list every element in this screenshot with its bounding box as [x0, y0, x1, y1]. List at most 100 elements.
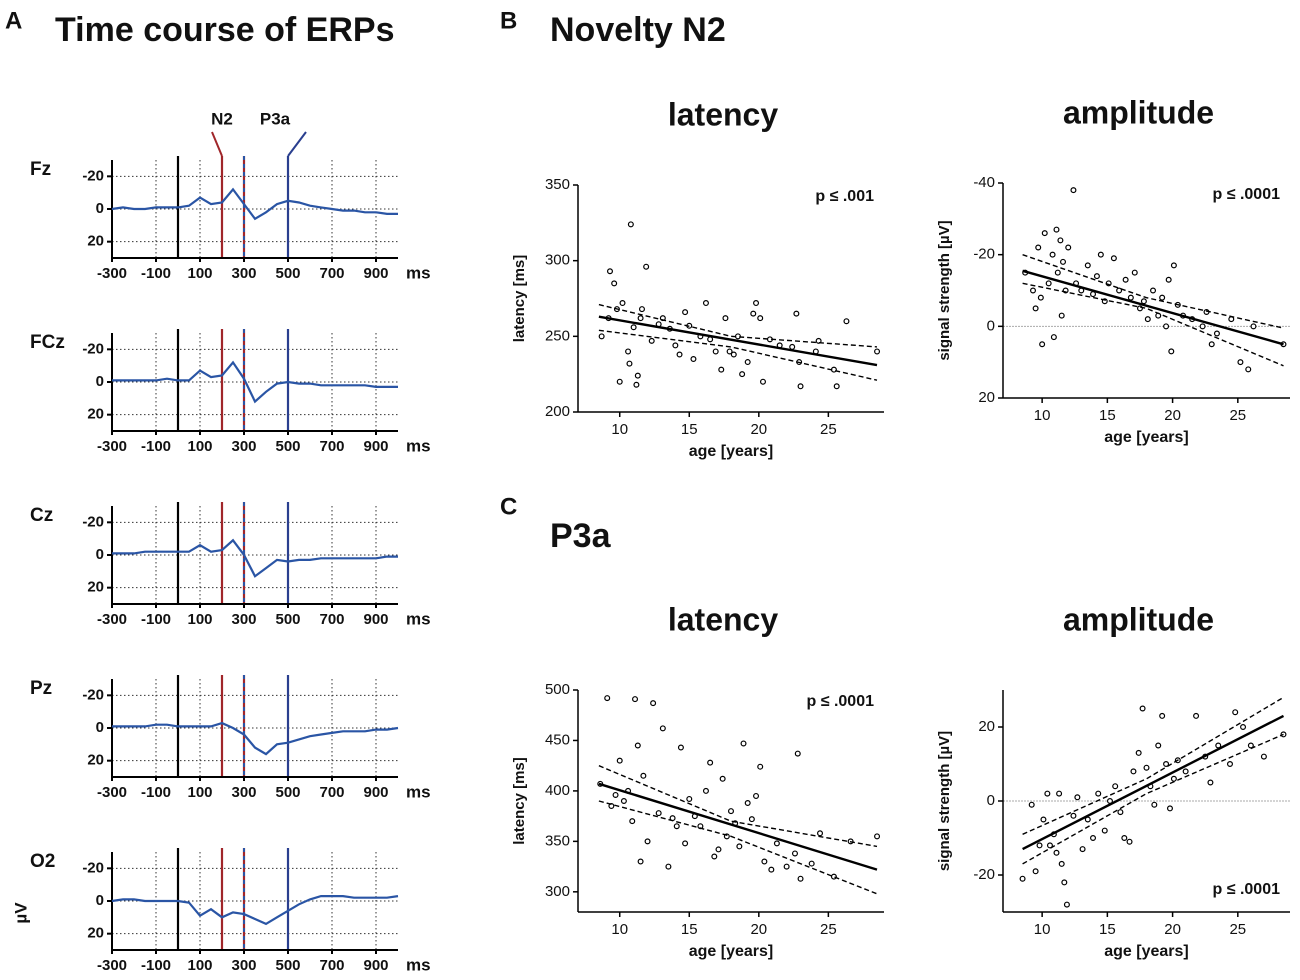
x-tick-label: 20 [750, 921, 767, 938]
data-point [616, 378, 623, 385]
data-point [682, 840, 689, 847]
data-point [730, 351, 737, 358]
x-unit: ms [406, 263, 431, 282]
annotation-line [211, 131, 223, 157]
data-point [843, 318, 850, 325]
data-point [633, 381, 640, 388]
data-point [1116, 287, 1123, 294]
x-tick-label: -300 [97, 265, 127, 282]
y-tick-label: -20 [82, 167, 104, 184]
data-point [794, 750, 801, 757]
data-point [744, 359, 751, 366]
data-point [817, 830, 824, 837]
data-point [1117, 809, 1124, 816]
y-tick-label: -20 [82, 513, 104, 530]
confidence-band [598, 303, 878, 348]
data-point [637, 315, 644, 322]
data-point [1130, 768, 1137, 775]
y-tick-label: 300 [545, 883, 570, 900]
data-point [1122, 276, 1129, 283]
data-point [612, 791, 619, 798]
p-value: p ≤ .0001 [807, 693, 875, 710]
data-point [1232, 709, 1239, 716]
data-point [1090, 291, 1097, 298]
data-point [1058, 860, 1065, 867]
data-point [644, 838, 651, 845]
y-tick-label: 350 [545, 832, 570, 849]
data-point [744, 800, 751, 807]
x-unit: ms [406, 609, 431, 628]
x-tick-label: 20 [750, 421, 767, 438]
y-tick-label: 20 [978, 718, 995, 735]
data-point [1036, 842, 1043, 849]
x-tick-label: 500 [275, 957, 300, 974]
x-tick-label: 20 [1164, 921, 1181, 938]
data-point [740, 740, 747, 747]
y-tick-label: 200 [545, 403, 570, 420]
data-point [797, 875, 804, 882]
data-point [1032, 305, 1039, 312]
y-tick-label: 0 [96, 892, 104, 909]
x-tick-label: 700 [319, 438, 344, 455]
data-point [1101, 827, 1108, 834]
data-point [1095, 790, 1102, 797]
data-point [1240, 723, 1247, 730]
data-point [665, 863, 672, 870]
chart-title: amplitude [1063, 94, 1214, 130]
x-tick-label: -300 [97, 611, 127, 628]
data-point [793, 310, 800, 317]
panel-title: Novelty N2 [550, 11, 726, 49]
data-point [1037, 294, 1044, 301]
data-point [1139, 705, 1146, 712]
x-tick-label: 900 [363, 611, 388, 628]
x-tick-label: 15 [1099, 921, 1116, 938]
x-axis-label: age [years] [689, 443, 774, 460]
data-point [1131, 269, 1138, 276]
confidence-band [598, 329, 878, 381]
data-point [1070, 187, 1077, 194]
y-tick-label: 350 [545, 176, 570, 193]
y-tick-label: 20 [87, 579, 104, 596]
x-tick-label: 300 [231, 611, 256, 628]
x-tick-label: 500 [275, 438, 300, 455]
data-point [604, 695, 611, 702]
y-tick-label: 20 [87, 752, 104, 769]
data-point [1058, 312, 1065, 319]
data-point [1170, 775, 1177, 782]
data-point [1165, 276, 1172, 283]
data-point [1065, 244, 1072, 251]
data-point [676, 351, 683, 358]
channel-label: Fz [30, 159, 51, 180]
panel-label: C [500, 493, 517, 520]
annotation-line [287, 131, 307, 157]
data-point [718, 366, 725, 373]
data-point [711, 853, 718, 860]
x-tick-label: -300 [97, 438, 127, 455]
y-tick-label: 20 [978, 389, 995, 406]
data-point [1168, 348, 1175, 355]
channel-label: Cz [30, 505, 53, 526]
data-point [1260, 753, 1267, 760]
data-point [759, 378, 766, 385]
x-tick-label: 10 [611, 421, 628, 438]
x-tick-label: -100 [141, 438, 171, 455]
confidence-band [1022, 733, 1284, 865]
data-point [1166, 805, 1173, 812]
data-point [1237, 359, 1244, 366]
y-axis-label: µV [11, 902, 30, 924]
confidence-band [1022, 282, 1284, 367]
data-point [598, 333, 605, 340]
x-tick-label: -100 [141, 957, 171, 974]
y-tick-label: 450 [545, 731, 570, 748]
data-point [1054, 269, 1061, 276]
chart-title: latency [668, 96, 778, 132]
y-tick-label: -20 [973, 866, 995, 883]
data-point [619, 300, 626, 307]
data-point [1030, 287, 1037, 294]
x-tick-label: 15 [681, 421, 698, 438]
data-point [757, 763, 764, 770]
data-point [1041, 230, 1048, 237]
data-point [1199, 323, 1206, 330]
x-tick-label: 100 [187, 784, 212, 801]
